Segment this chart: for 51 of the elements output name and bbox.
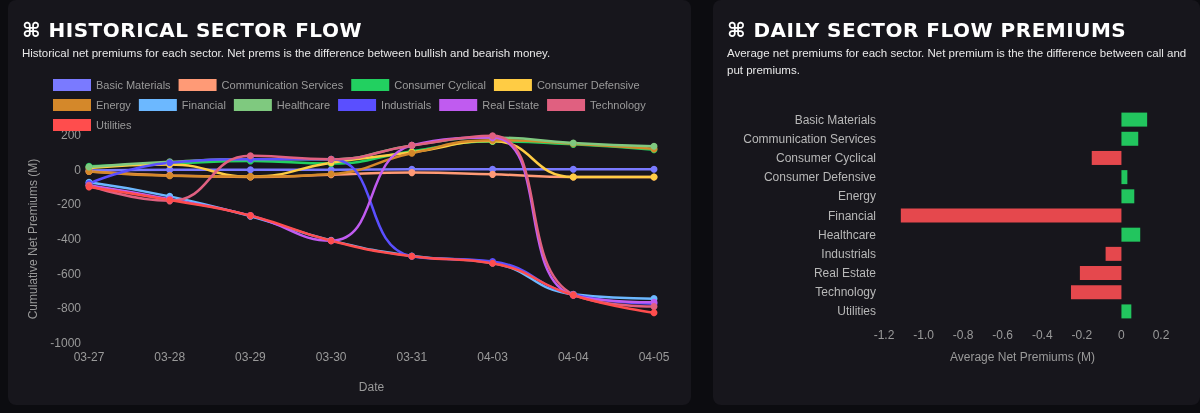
y-tick-label: Consumer Defensive	[763, 170, 877, 185]
legend-label: Communication Services	[221, 79, 344, 91]
y-tick-label: -600	[56, 266, 82, 281]
x-tick-label: 03-29	[235, 350, 267, 364]
y-tick-label: -400	[56, 232, 82, 246]
chart-subtitle: Average net premiums for each sector. Net premium is the the difference between call and put premiums.	[727, 46, 1188, 78]
y-tick-label: Technology	[815, 285, 876, 300]
x-axis-title: Date	[358, 380, 385, 394]
x-tick-label: -1.2	[873, 328, 895, 342]
chart-subtitle: Historical net premiums for each sector. Net prems is the difference between bullish and bearish money.	[22, 46, 551, 61]
x-tick-label: 03-27	[73, 350, 105, 364]
legend-label: Energy	[96, 99, 132, 111]
x-tick-label: 04-03	[477, 350, 509, 364]
legend-label: Consumer Cyclical	[394, 79, 486, 91]
y-tick-label: Utilities	[837, 304, 876, 319]
y-tick-label: Energy	[837, 189, 876, 204]
x-tick-label: 03-31	[396, 350, 428, 364]
y-tick-label: -1000	[50, 336, 82, 350]
x-tick-label: 04-04	[557, 350, 589, 364]
y-tick-label: -200	[56, 197, 82, 212]
x-tick-label: 0	[1118, 328, 1126, 342]
x-tick-label: -1.0	[913, 328, 935, 342]
legend-label: Consumer Defensive	[536, 79, 640, 91]
chart-title: ⌘ DAILY SECTOR FLOW PREMIUMS	[727, 18, 1127, 42]
legend-label: Healthcare	[276, 99, 331, 111]
y-tick-label: Real Estate	[813, 266, 877, 281]
y-tick-label: -800	[56, 301, 82, 316]
legend-label: Industrials	[381, 99, 432, 111]
chart-title: ⌘ HISTORICAL SECTOR FLOW	[22, 18, 362, 42]
legend-label: Basic Materials	[96, 79, 172, 91]
legend-label: Technology	[590, 99, 647, 111]
y-tick-label: Financial	[827, 208, 876, 223]
y-tick-label: Basic Materials	[794, 112, 876, 127]
legend-label: Real Estate	[482, 99, 540, 111]
x-tick-label: 03-28	[154, 350, 186, 364]
x-tick-label: -0.2	[1071, 328, 1093, 342]
legend-label: Utilities	[96, 119, 132, 131]
x-tick-label: 03-30	[315, 350, 347, 364]
x-tick-label: -0.4	[1031, 328, 1053, 342]
y-tick-label: Healthcare	[817, 227, 877, 242]
y-tick-label: Industrials	[821, 246, 876, 261]
y-tick-label: 0	[74, 162, 82, 177]
x-axis-title: Average Net Premiums (M)	[949, 350, 1096, 364]
x-tick-label: -0.8	[952, 328, 974, 342]
x-tick-label: 0.2	[1152, 328, 1170, 342]
legend-label: Financial	[181, 99, 226, 111]
x-tick-label: -0.6	[992, 328, 1014, 342]
x-tick-label: 04-05	[638, 350, 670, 364]
y-axis-title: Cumulative Net Premiums (M)	[26, 158, 41, 320]
y-tick-label: Consumer Cyclical	[775, 150, 876, 165]
y-tick-label: Communication Services	[743, 131, 876, 146]
